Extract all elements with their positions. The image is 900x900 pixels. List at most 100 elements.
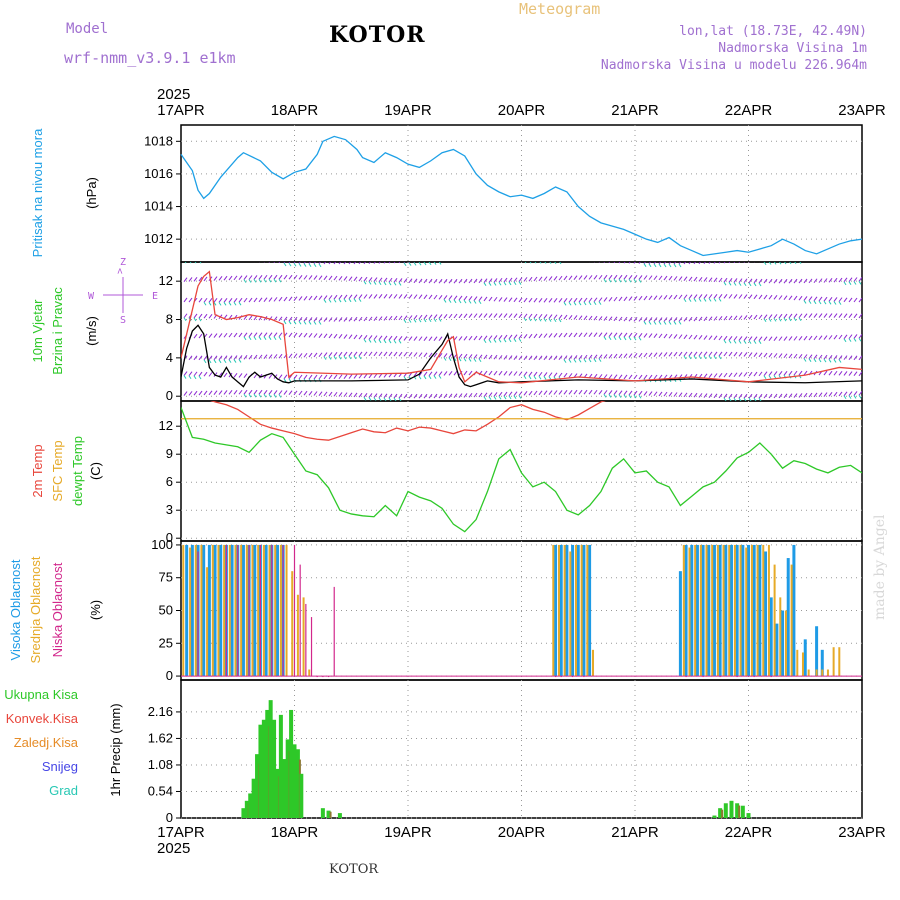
wind-barb — [638, 394, 642, 399]
wind-barb — [663, 295, 668, 300]
wind-barb — [608, 274, 613, 280]
wind-barb — [203, 297, 208, 303]
wind-barb — [828, 335, 833, 340]
wind-barb — [628, 374, 633, 380]
wind-barb — [753, 282, 757, 287]
wind-barb — [343, 262, 347, 265]
wind-barb — [509, 256, 512, 260]
wind-barb — [388, 335, 393, 341]
wind-barb — [298, 390, 303, 396]
cloud-mid-bar — [796, 649, 799, 677]
wind-barb — [483, 296, 488, 302]
wind-barb — [748, 278, 753, 284]
wind-barb — [388, 294, 393, 299]
wind-barb — [648, 263, 652, 268]
cloud-high-bar — [781, 610, 785, 677]
wind-barb — [673, 276, 678, 281]
wind-barb — [223, 372, 228, 378]
wind-barb — [843, 313, 848, 318]
wind-barb — [388, 351, 393, 357]
precip-bar — [320, 808, 325, 818]
wind-barb — [428, 375, 432, 380]
wind-barb — [418, 375, 422, 380]
wind-barb — [323, 333, 328, 339]
wind-barb — [383, 393, 388, 399]
wind-barb — [483, 396, 487, 401]
wind-barb — [458, 336, 463, 341]
cloud-mid-bar — [574, 544, 577, 677]
wind-barb — [823, 278, 828, 283]
wind-barb — [793, 317, 797, 322]
wind-barb — [218, 359, 222, 364]
wind-barb — [848, 334, 853, 339]
wind-barb — [463, 370, 468, 376]
wind-barb — [643, 275, 648, 280]
wind-barb — [239, 257, 242, 261]
wind-barb — [273, 332, 278, 338]
wind-barb — [838, 391, 843, 397]
wind-barb — [668, 262, 672, 265]
wind-barb — [583, 315, 588, 321]
wind-barb — [223, 359, 227, 364]
wind-barb — [313, 295, 318, 301]
wind-barb — [243, 393, 247, 398]
xtick-label-bottom: 23APR — [838, 824, 886, 841]
wind-barb — [708, 294, 713, 299]
wind-barb — [338, 294, 343, 300]
wind-barb — [673, 263, 677, 268]
wind-barb — [458, 295, 463, 301]
wind-barb — [738, 294, 743, 299]
cloud-high-bar — [724, 544, 728, 677]
cloud-high-bar — [275, 544, 279, 677]
wind-barb — [683, 294, 688, 300]
wind-barb — [193, 276, 198, 282]
wind-barb — [343, 294, 348, 300]
wind-barb — [503, 395, 507, 400]
wind-barb — [403, 278, 408, 283]
cloud-high-bar — [690, 544, 694, 677]
wind-barb — [248, 279, 252, 283]
wind-barb — [603, 394, 607, 398]
wind-barb — [553, 298, 558, 303]
wind-barb — [658, 352, 663, 357]
wind-barb — [783, 370, 788, 376]
wind-barb — [308, 295, 313, 301]
wind-barb — [683, 316, 688, 322]
wind-barb — [448, 295, 453, 300]
wind-barb — [193, 317, 197, 322]
wind-barb — [818, 278, 823, 283]
wind-barb — [238, 332, 243, 338]
wind-barb — [458, 370, 463, 376]
wind-barb — [708, 351, 713, 357]
wind-barb — [198, 317, 202, 322]
wind-barb — [193, 313, 198, 319]
cloud-mid-bar — [291, 571, 294, 677]
wind-barb — [853, 297, 858, 303]
wind-barb — [603, 274, 608, 280]
wind-barb — [408, 319, 412, 323]
wind-barb — [648, 352, 653, 358]
wind-barb — [388, 315, 393, 321]
wind-barb — [368, 373, 373, 379]
wind-barb — [213, 355, 218, 361]
wind-barb — [363, 294, 368, 299]
precip-bar — [735, 803, 740, 818]
wind-barb — [383, 294, 388, 299]
cloud-mid-bar — [739, 544, 742, 677]
wind-barb — [278, 353, 283, 359]
wind-barb — [278, 316, 283, 322]
wind-barb — [428, 393, 433, 399]
wind-barb — [563, 390, 568, 395]
wind-barb — [618, 332, 623, 338]
wind-barb — [318, 333, 323, 338]
cloud-high-bar — [559, 544, 563, 677]
wind-barb — [449, 257, 452, 261]
wind-barb — [858, 394, 862, 399]
wind-barb — [439, 257, 442, 261]
wind-barb — [633, 279, 637, 283]
wind-barb — [224, 257, 227, 261]
wind-barb — [653, 262, 657, 265]
wind-barb — [598, 297, 603, 302]
wind-barb — [693, 262, 697, 265]
wind-barb — [348, 355, 352, 360]
